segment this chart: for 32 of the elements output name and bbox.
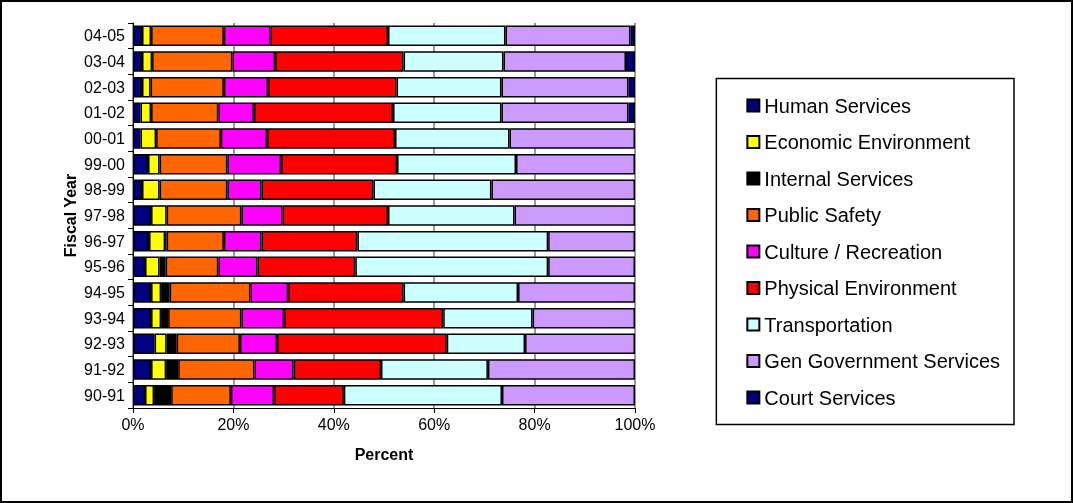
legend-label: Economic Environment bbox=[764, 131, 971, 153]
legend-label: Human Services bbox=[764, 94, 912, 117]
x-tick-label: 100% bbox=[614, 415, 656, 433]
y-tick-label: 01-02 bbox=[84, 104, 126, 122]
y-tick-label: 98-99 bbox=[84, 181, 126, 199]
y-tick-label: 91-92 bbox=[84, 361, 126, 378]
legend-label: Public Safety bbox=[764, 204, 882, 226]
legend-label: Court Services bbox=[764, 386, 896, 409]
y-tick-label: 00-01 bbox=[84, 130, 126, 147]
legend-label: Culture / Recreation bbox=[764, 240, 943, 263]
y-tick-label: 02-03 bbox=[84, 78, 126, 96]
legend-label: Gen Government Services bbox=[764, 350, 1000, 372]
y-tick-label: 04-05 bbox=[84, 27, 126, 45]
x-tick-label: 20% bbox=[217, 415, 250, 433]
y-axis-title: Fiscal Year bbox=[61, 173, 79, 258]
y-tick-label: 99-00 bbox=[84, 155, 126, 173]
y-tick-label: 03-04 bbox=[84, 53, 126, 70]
legend-label: Internal Services bbox=[764, 167, 914, 190]
legend-label: Physical Environment bbox=[764, 277, 958, 299]
x-tick-label: 80% bbox=[518, 415, 551, 433]
y-tick-label: 95-96 bbox=[84, 258, 126, 276]
x-axis-title: Percent bbox=[354, 445, 415, 463]
y-tick-label: 90-91 bbox=[84, 386, 126, 404]
y-tick-label: 94-95 bbox=[84, 284, 126, 301]
y-tick-label: 92-93 bbox=[84, 335, 126, 353]
y-tick-label: 97-98 bbox=[84, 207, 126, 224]
x-tick-label: 40% bbox=[317, 415, 350, 433]
x-tick-label: 60% bbox=[418, 415, 451, 433]
y-tick-label: 96-97 bbox=[84, 232, 126, 250]
y-tick-label: 93-94 bbox=[84, 309, 126, 327]
x-tick-label: 0% bbox=[121, 415, 145, 433]
legend-label: Transportation bbox=[764, 313, 893, 336]
